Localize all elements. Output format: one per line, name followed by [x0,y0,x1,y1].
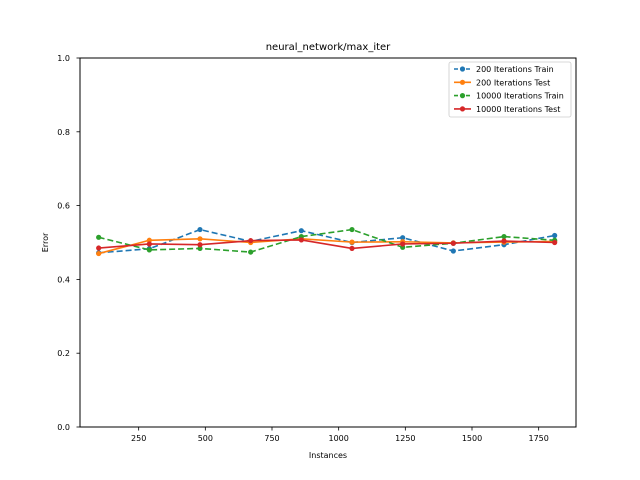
data-point [146,237,152,243]
legend-marker [459,93,466,99]
data-point [197,226,203,233]
data-point [298,237,304,243]
data-point [349,245,355,252]
data-point [146,241,152,247]
plot-frame [79,57,577,428]
data-point [552,239,558,246]
chart-title: neural_network/max_iter [266,42,391,53]
series-line [98,228,555,253]
series-3 [96,237,558,252]
data-point [197,236,203,242]
data-point [501,238,507,244]
legend-item: 200 Iterations Test [454,78,550,87]
x-tick-label: 1750 [528,434,548,443]
legend-marker [459,79,466,85]
data-point [349,226,355,233]
x-axis-label: Instances [309,451,347,460]
legend-label: 10000 Iterations Test [476,105,560,114]
y-axis-label: Error [41,232,50,252]
y-tick-label: 0.6 [57,202,70,211]
legend: 200 Iterations Train 200 Iterations Test 1… [448,61,572,118]
legend-item: 200 Iterations Train [454,65,554,74]
data-point [197,242,203,248]
x-tick-label: 1500 [462,434,482,443]
data-point [400,241,406,247]
y-tick-label: 0.8 [57,128,70,137]
legend-label: 10000 Iterations Train [476,92,564,101]
legend-marker [459,106,466,112]
data-point [298,228,304,234]
data-point [450,240,456,246]
data-point [248,238,254,244]
x-tick-label: 750 [264,434,279,443]
y-tick-label: 0.2 [57,349,70,358]
x-tick-label: 1250 [395,434,415,443]
y-tick-label: 1.0 [57,54,70,63]
data-point [96,245,102,251]
data-point [146,247,152,253]
data-point [248,249,254,255]
legend-box [448,61,572,118]
legend-marker [459,66,466,72]
x-tick-label: 1000 [328,434,348,443]
data-point [501,233,507,240]
data-point [400,235,406,241]
data-point [349,239,355,245]
legend-label: 200 Iterations Test [476,78,550,87]
y-axis-ticks: 0.0 0.2 0.4 0.6 0.8 1.0 [57,54,80,432]
data-point [96,234,102,240]
series-layer [96,226,558,257]
x-tick-label: 500 [198,434,213,443]
x-tick-label: 250 [131,434,146,443]
legend-label: 200 Iterations Train [476,65,554,74]
y-tick-label: 0.0 [57,423,70,432]
legend-item: 10000 Iterations Test [454,105,560,114]
data-point [450,248,456,254]
series-line [98,239,555,250]
y-tick-label: 0.4 [57,275,70,284]
legend-item: 10000 Iterations Train [454,92,564,101]
x-axis-ticks: 250 500 750 1000 1250 1500 1750 [131,427,549,443]
data-point [552,232,558,239]
data-point [197,245,203,252]
data-point [96,250,102,257]
